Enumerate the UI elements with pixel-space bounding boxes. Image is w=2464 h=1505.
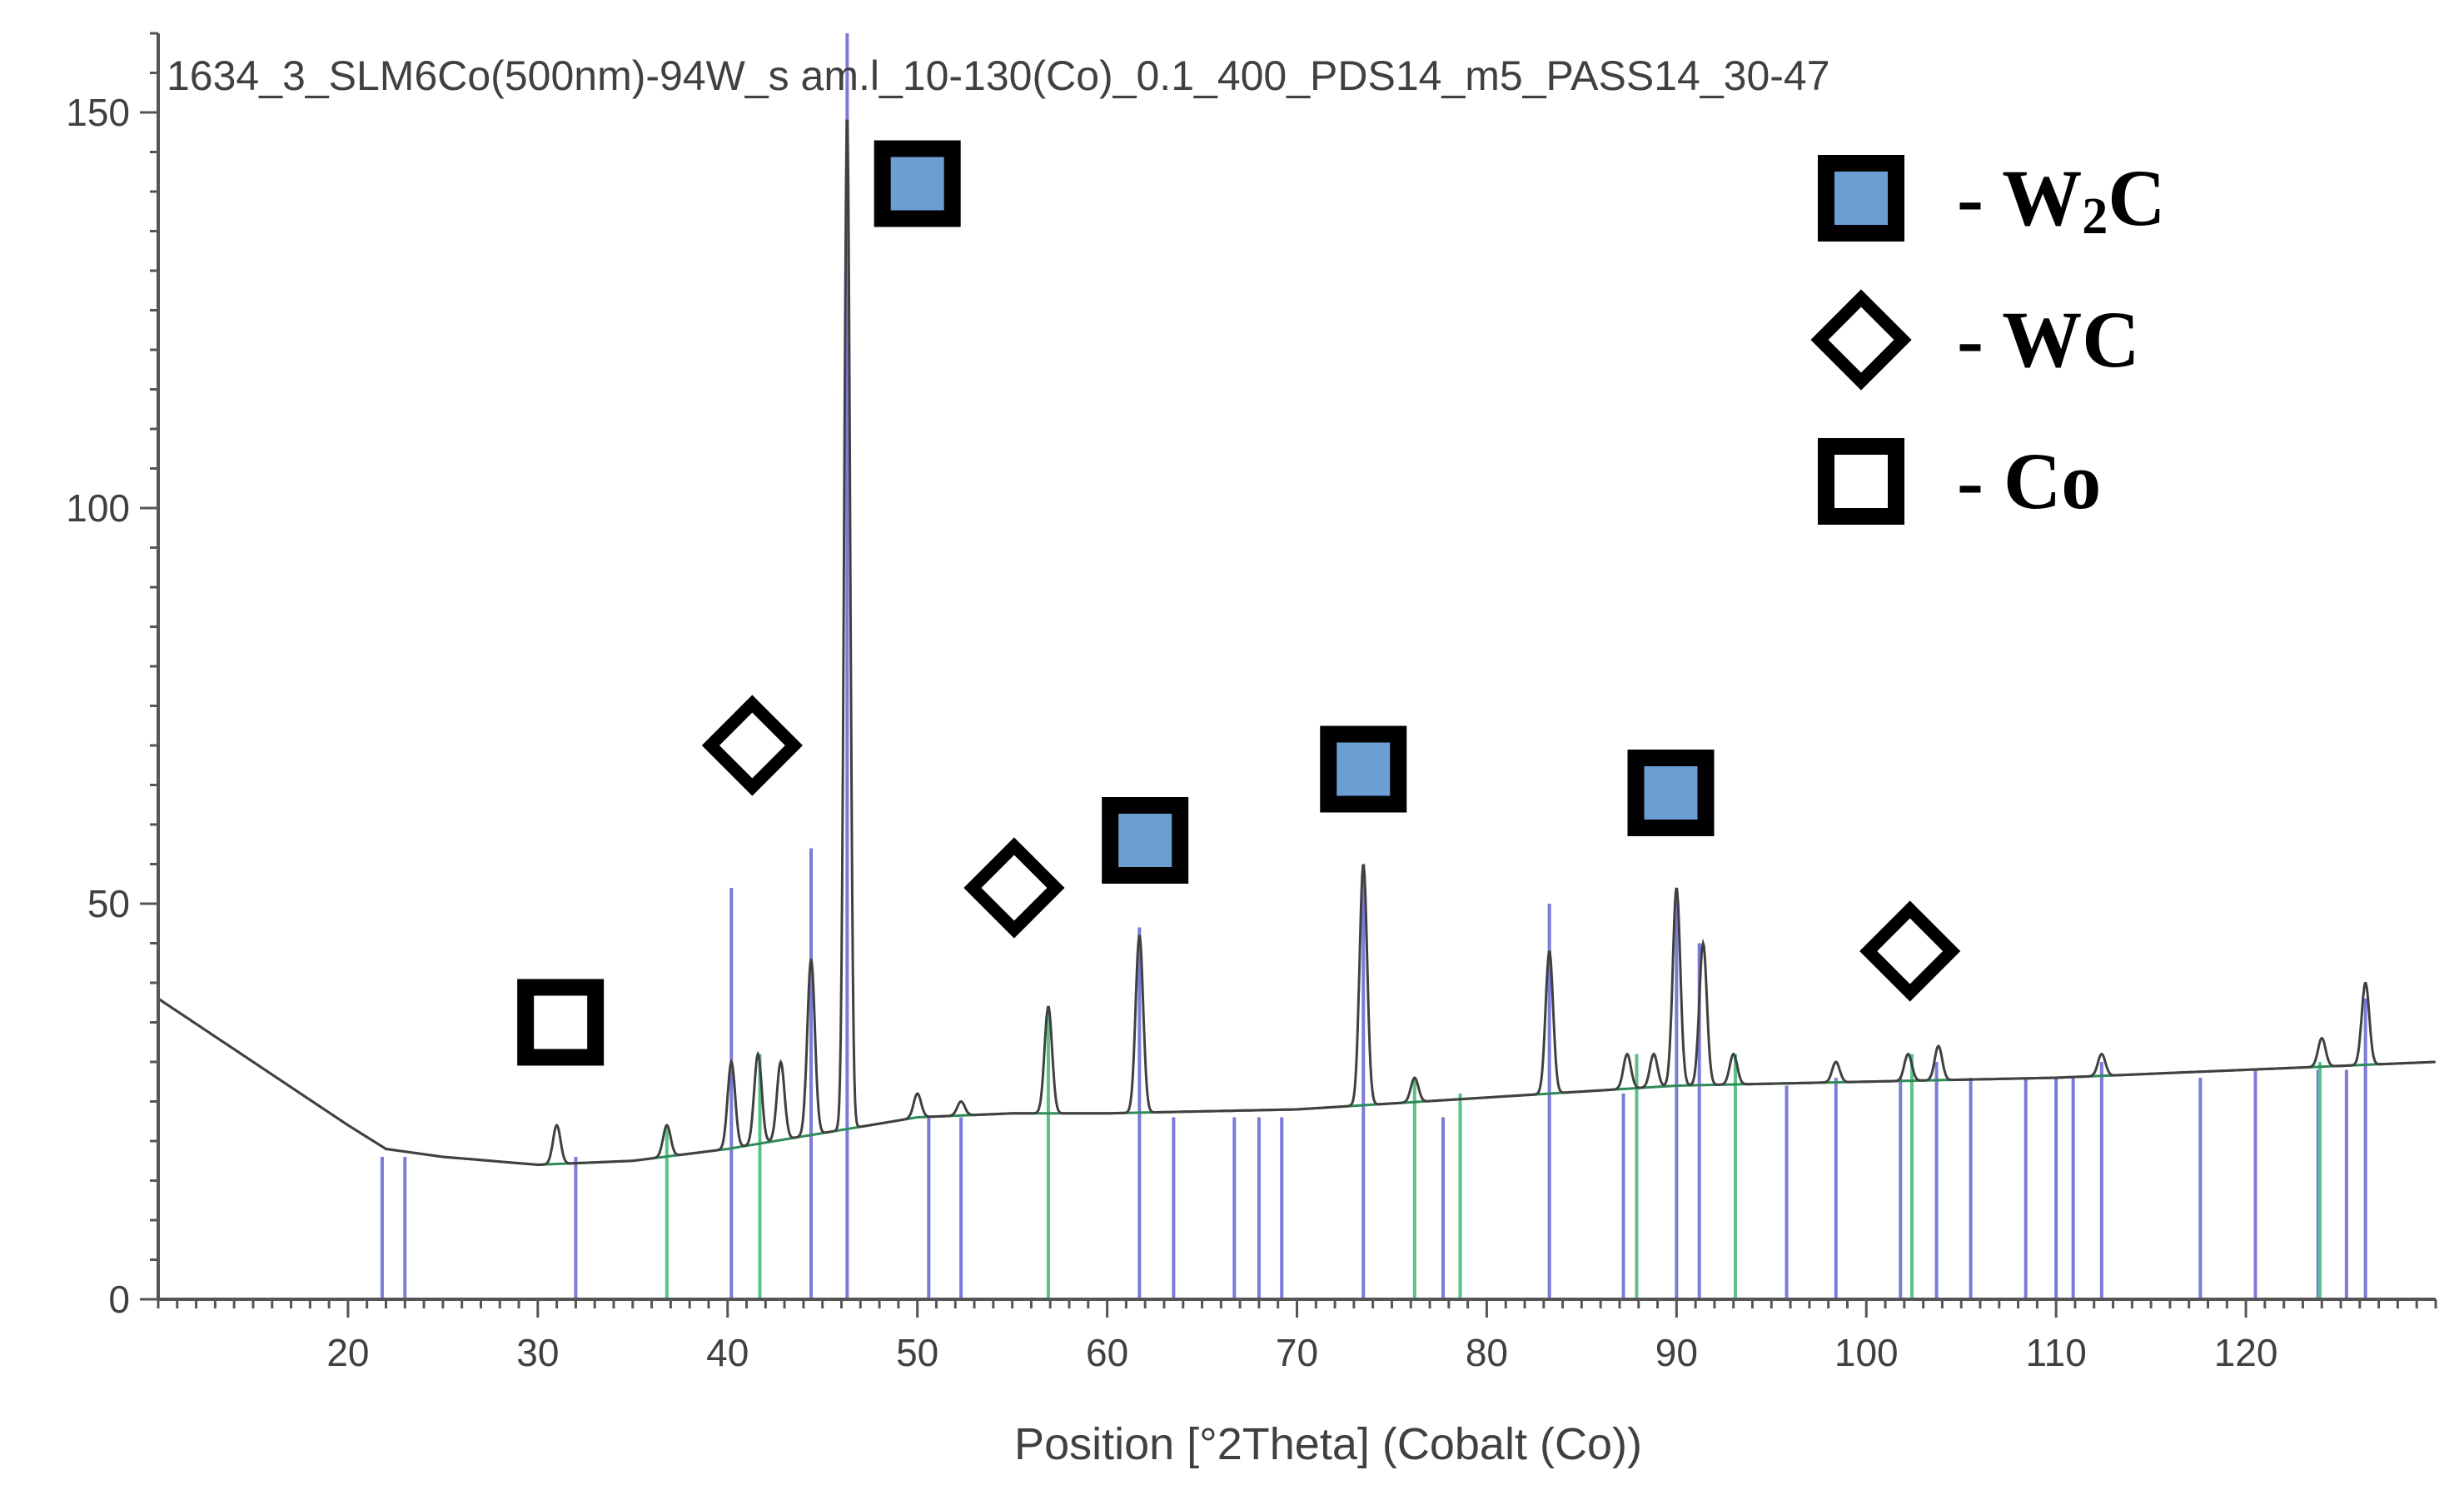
background-line [157,997,2437,1167]
x-tick-label: 80 [1466,1331,1508,1374]
x-tick-label: 110 [2025,1331,2086,1374]
y-tick-label: 0 [108,1278,130,1321]
x-tick-label: 30 [516,1331,559,1374]
w2c-marker [1627,750,1715,836]
w2c-marker [874,140,961,227]
x-axis-ticks: 20 30 40 50 60 70 80 90 100 110 120 [157,1299,2437,1374]
w2c-marker [1102,797,1189,884]
legend-symbol [1818,155,1904,242]
phase-markers [517,140,1961,1066]
x-tick-label: 120 [2214,1331,2278,1374]
wc-marker [1859,900,1961,1002]
x-tick-label: 40 [706,1331,749,1374]
x-tick-label: 70 [1276,1331,1318,1374]
x-tick-label: 60 [1086,1331,1128,1374]
legend-symbol [1818,438,1904,525]
legend-symbol [1810,289,1912,391]
co-marker [517,979,605,1066]
wc-marker [701,695,803,796]
legend-label: - WC [1957,295,2140,384]
y-tick-label: 100 [66,486,130,530]
y-tick-label: 150 [66,91,130,134]
legend-label: - W2C [1957,153,2166,245]
legend-label: - Co [1957,436,2101,526]
wc-marker [963,837,1065,939]
chart-title: 1634_3_SLM6Co(500nm)-94W_s am.l_10-130(C… [167,52,1830,99]
y-axis-ticks: 0 50 100 150 [66,32,158,1321]
measured-pattern-line [157,119,2436,1166]
legend: - W2C - WC - Co [1810,153,2166,526]
x-tick-label: 50 [896,1331,938,1374]
x-tick-label: 100 [1834,1331,1899,1374]
reference-lines-w2c [380,33,2367,1299]
x-tick-label: 90 [1655,1331,1698,1374]
x-axis-title: Position [°2Theta] (Cobalt (Co)) [1014,1419,1642,1469]
y-tick-label: 50 [87,882,130,925]
w2c-marker [1320,725,1407,813]
x-tick-label: 20 [326,1331,369,1374]
reference-lines-wc [665,1006,2322,1299]
